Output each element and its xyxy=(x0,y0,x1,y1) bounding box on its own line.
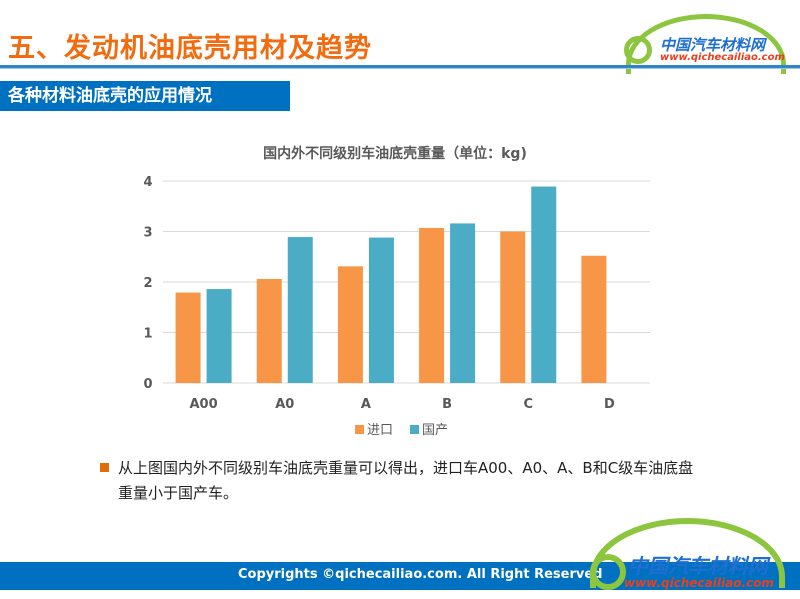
logo-cn: 中国汽车材料网 xyxy=(660,36,766,54)
footer-logo: 中国汽车材料网 www.qichecailiao.com xyxy=(580,518,790,598)
bar-import xyxy=(500,231,526,383)
bar-domestic xyxy=(531,186,557,383)
x-tick-label: D xyxy=(604,397,615,412)
legend-swatch xyxy=(410,425,419,434)
y-tick-label: 2 xyxy=(143,276,152,291)
header-divider xyxy=(0,65,800,69)
note-bullet: 从上图国内外不同级别车油底壳重量可以得出，进口车A00、A0、A、B和C级车油底… xyxy=(100,456,700,506)
chart-title: 国内外不同级别车油底壳重量（单位：kg) xyxy=(263,146,527,162)
bar-import xyxy=(419,227,445,383)
x-tick-label: B xyxy=(442,397,452,412)
legend-swatch xyxy=(355,425,364,434)
bar-import xyxy=(337,266,363,383)
y-tick-label: 0 xyxy=(143,377,152,392)
copyright: Copyrights ©qichecailiao.com. All Right … xyxy=(238,567,603,582)
legend-label: 国产 xyxy=(422,423,448,438)
y-tick-label: 3 xyxy=(143,226,152,241)
bar-import xyxy=(256,278,282,383)
y-tick-label: 4 xyxy=(143,175,152,190)
footer-logo-cn: 中国汽车材料网 xyxy=(628,554,768,578)
page-title: 五、发动机油底壳用材及趋势 xyxy=(8,33,372,64)
x-tick-label: C xyxy=(523,397,533,412)
legend-label: 进口 xyxy=(367,423,393,438)
bar-domestic xyxy=(368,237,394,383)
footer-logo-url: www.qichecailiao.com xyxy=(624,576,774,590)
x-tick-label: A00 xyxy=(190,397,218,412)
bar-domestic xyxy=(287,237,313,383)
logo-url: www.qichecailiao.com xyxy=(660,52,785,63)
section-title: 各种材料油底壳的应用情况 xyxy=(0,81,290,111)
bar-domestic xyxy=(206,289,232,383)
bullet-icon xyxy=(100,463,109,472)
bar-domestic xyxy=(450,223,476,383)
brand-logo: 中国汽车材料网 www.qichecailiao.com xyxy=(620,12,790,74)
note-text: 从上图国内外不同级别车油底壳重量可以得出，进口车A00、A0、A、B和C级车油底… xyxy=(118,459,694,502)
bar-import xyxy=(175,292,201,383)
y-tick-label: 1 xyxy=(143,327,152,342)
bar-import xyxy=(581,255,607,383)
x-tick-label: A xyxy=(361,397,371,412)
x-tick-label: A0 xyxy=(275,397,294,412)
